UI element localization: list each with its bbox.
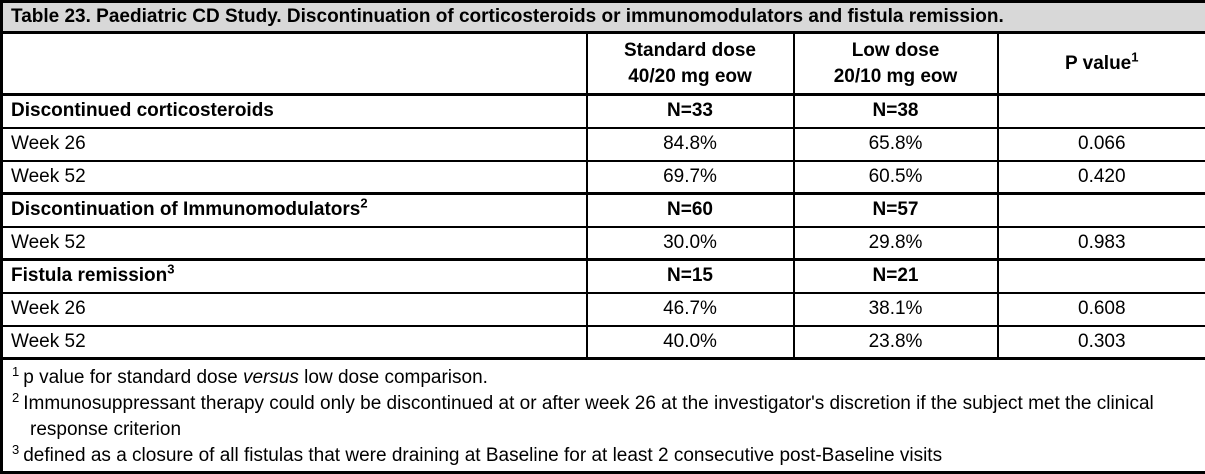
- header-standard-dose-line2: 40/20 mg eow: [588, 64, 793, 90]
- standard-dose-cell: 69.7%: [587, 161, 794, 194]
- table-row-week26-corticosteroids: Week 26 84.8% 65.8% 0.066: [2, 128, 1205, 161]
- footnote-2-marker: 2: [12, 390, 19, 405]
- table-title: Table 23. Paediatric CD Study. Discontin…: [2, 2, 1205, 33]
- row-label: Discontinued corticosteroids: [11, 100, 274, 121]
- low-dose-cell: 29.8%: [794, 227, 998, 260]
- header-p-value-footnote-marker: 1: [1131, 49, 1138, 64]
- header-standard-dose-line1: Standard dose: [588, 38, 793, 64]
- header-p-value-label: P value: [1065, 53, 1131, 74]
- p-value-cell: 0.983: [998, 227, 1205, 260]
- footnote-1: 1 p value for standard dose versus low do…: [12, 365, 1197, 391]
- row-footnote-marker: 2: [360, 196, 367, 211]
- row-label-cell: Week 52: [2, 326, 587, 359]
- standard-dose-cell: 30.0%: [587, 227, 794, 260]
- header-low-dose-line1: Low dose: [795, 38, 997, 64]
- row-footnote-marker: 3: [167, 262, 174, 277]
- header-low-dose: Low dose 20/10 mg eow: [794, 33, 998, 95]
- p-value-cell: [998, 95, 1205, 128]
- standard-dose-cell: N=15: [587, 260, 794, 293]
- p-value-cell: 0.303: [998, 326, 1205, 359]
- standard-dose-cell: 46.7%: [587, 293, 794, 326]
- table-row-week26-fistula: Week 26 46.7% 38.1% 0.608: [2, 293, 1205, 326]
- row-label-cell: Discontinuation of Immunomodulators2: [2, 194, 587, 227]
- row-label: Week 52: [11, 166, 86, 187]
- footnote-1-italic-text: versus: [243, 367, 299, 388]
- row-label: Week 52: [11, 232, 86, 253]
- row-label-cell: Week 52: [2, 227, 587, 260]
- row-label: Fistula remission: [11, 265, 167, 286]
- standard-dose-cell: N=60: [587, 194, 794, 227]
- low-dose-cell: N=57: [794, 194, 998, 227]
- p-value-cell: [998, 260, 1205, 293]
- standard-dose-cell: 84.8%: [587, 128, 794, 161]
- header-empty-cell: [2, 33, 587, 95]
- row-label: Discontinuation of Immunomodulators: [11, 199, 360, 220]
- table-row-week52-immunomodulators: Week 52 30.0% 29.8% 0.983: [2, 227, 1205, 260]
- footnote-3: 3 defined as a closure of all fistulas th…: [12, 443, 1197, 469]
- footnote-1-text: p value for standard dose: [23, 367, 243, 388]
- section-row-discontinued-corticosteroids: Discontinued corticosteroids N=33 N=38: [2, 95, 1205, 128]
- low-dose-cell: N=21: [794, 260, 998, 293]
- p-value-cell: [998, 194, 1205, 227]
- table-row-week52-corticosteroids: Week 52 69.7% 60.5% 0.420: [2, 161, 1205, 194]
- footnote-2-text: Immunosuppressant therapy could only be …: [23, 393, 1154, 440]
- footnote-3-marker: 3: [12, 442, 19, 457]
- row-label: Week 26: [11, 298, 86, 319]
- standard-dose-cell: N=33: [587, 95, 794, 128]
- footnote-1-text-end: low dose comparison.: [299, 367, 488, 388]
- table-row-week52-fistula: Week 52 40.0% 23.8% 0.303: [2, 326, 1205, 359]
- header-standard-dose: Standard dose 40/20 mg eow: [587, 33, 794, 95]
- header-p-value: P value1: [998, 33, 1205, 95]
- low-dose-cell: 60.5%: [794, 161, 998, 194]
- row-label-cell: Week 52: [2, 161, 587, 194]
- section-row-fistula-remission: Fistula remission3 N=15 N=21: [2, 260, 1205, 293]
- standard-dose-cell: 40.0%: [587, 326, 794, 359]
- low-dose-cell: 38.1%: [794, 293, 998, 326]
- footnotes-cell: 1 p value for standard dose versus low do…: [2, 359, 1205, 473]
- row-label-cell: Discontinued corticosteroids: [2, 95, 587, 128]
- footnote-2: 2 Immunosuppressant therapy could only be…: [12, 391, 1197, 443]
- section-row-discontinuation-immunomodulators: Discontinuation of Immunomodulators2 N=6…: [2, 194, 1205, 227]
- low-dose-cell: 65.8%: [794, 128, 998, 161]
- row-label-cell: Week 26: [2, 128, 587, 161]
- low-dose-cell: 23.8%: [794, 326, 998, 359]
- row-label-cell: Week 26: [2, 293, 587, 326]
- low-dose-cell: N=38: [794, 95, 998, 128]
- table-title-row: Table 23. Paediatric CD Study. Discontin…: [2, 2, 1205, 33]
- row-label-cell: Fistula remission3: [2, 260, 587, 293]
- row-label: Week 52: [11, 331, 86, 352]
- footnote-1-marker: 1: [12, 364, 19, 379]
- footnotes-row: 1 p value for standard dose versus low do…: [2, 359, 1205, 473]
- row-label: Week 26: [11, 133, 86, 154]
- header-low-dose-line2: 20/10 mg eow: [795, 64, 997, 90]
- footnote-3-text: defined as a closure of all fistulas tha…: [23, 445, 942, 466]
- column-header-row: Standard dose 40/20 mg eow Low dose 20/1…: [2, 33, 1205, 95]
- p-value-cell: 0.066: [998, 128, 1205, 161]
- p-value-cell: 0.420: [998, 161, 1205, 194]
- p-value-cell: 0.608: [998, 293, 1205, 326]
